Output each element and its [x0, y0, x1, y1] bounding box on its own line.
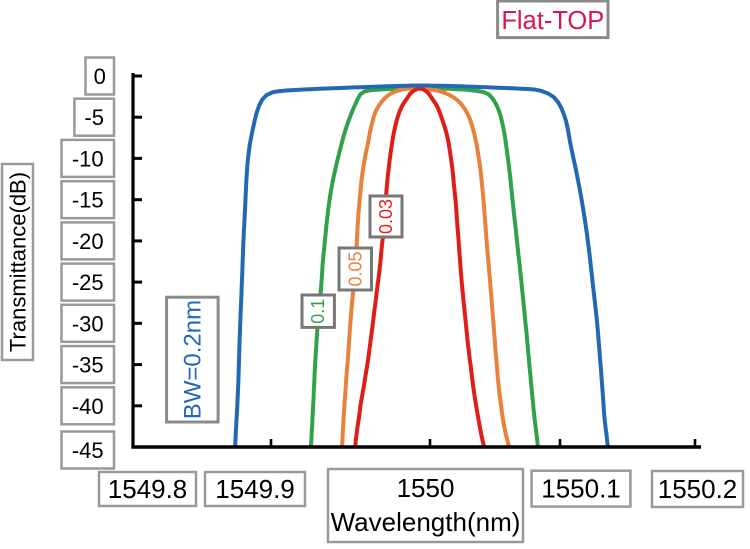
svg-text:Flat-TOP: Flat-TOP [501, 7, 604, 35]
svg-text:-20: -20 [72, 229, 104, 254]
svg-text:-10: -10 [72, 146, 104, 171]
svg-text:1549.9: 1549.9 [215, 474, 295, 504]
svg-text:Transmittance(dB): Transmittance(dB) [6, 172, 31, 352]
svg-text:BW=0.2nm: BW=0.2nm [179, 300, 206, 419]
svg-text:Wavelength(nm): Wavelength(nm) [331, 507, 521, 537]
svg-text:1550.2: 1550.2 [658, 474, 738, 504]
svg-text:1549.8: 1549.8 [108, 474, 188, 504]
svg-text:0.05: 0.05 [345, 251, 365, 286]
svg-text:1550: 1550 [397, 473, 455, 503]
svg-text:-5: -5 [84, 105, 104, 130]
svg-text:0.03: 0.03 [376, 199, 396, 234]
svg-text:-45: -45 [72, 438, 104, 463]
svg-text:-30: -30 [72, 311, 104, 336]
svg-text:-35: -35 [72, 353, 104, 378]
svg-text:-15: -15 [72, 188, 104, 213]
svg-text:-25: -25 [72, 270, 104, 295]
svg-text:1550.1: 1550.1 [541, 474, 621, 504]
svg-text:0.1: 0.1 [308, 299, 328, 324]
svg-text:0: 0 [94, 64, 106, 89]
svg-text:-40: -40 [72, 394, 104, 419]
